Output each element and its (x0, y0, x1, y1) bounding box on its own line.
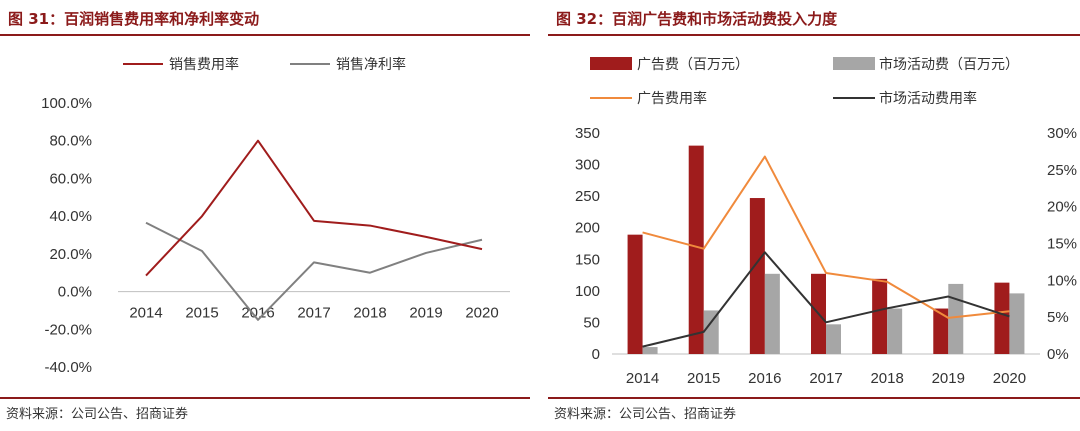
bar-marketing-expense (1009, 293, 1025, 354)
right-title-rule (548, 34, 1080, 36)
right-source-note: 资料来源：公司公告、招商证券 (554, 407, 737, 422)
left-chart-svg: 销售费用率 销售净利率 100.0% 80.0% 60.0% 40.0% 20.0% 0.0%… (41, 56, 510, 376)
legend-ad-ratio-label: 广告费用率 (637, 90, 707, 106)
y-right-tick-label: 15% (1047, 236, 1077, 253)
left-source-note: 资料来源：公司公告、招商证券 (6, 407, 189, 422)
x-tick-label: 2014 (129, 305, 162, 322)
y-left-tick-label: 300 (575, 157, 600, 174)
bar-marketing-expense (764, 273, 780, 354)
y-tick-label: 80.0% (49, 133, 92, 150)
y-right-tick-label: 0% (1047, 346, 1069, 363)
bar-ad-expense (627, 234, 643, 354)
x-tick-label: 2019 (932, 370, 965, 387)
bar-ad-expense (933, 308, 949, 354)
y-left-tick-label: 0 (592, 346, 600, 363)
y-right-tick-label: 30% (1047, 125, 1077, 142)
legend-ad-expense-label: 广告费（百万元） (637, 56, 749, 72)
left-title-rule (0, 34, 530, 36)
x-tick-label: 2017 (809, 370, 842, 387)
y-left-tick-label: 150 (575, 251, 600, 268)
y-tick-label: -40.0% (44, 359, 92, 376)
y-tick-label: 0.0% (58, 284, 92, 301)
y-tick-label: -20.0% (44, 321, 92, 338)
bar-ad-expense (872, 278, 888, 354)
bar-marketing-expense (826, 324, 841, 354)
right-chart-svg: 广告费（百万元） 市场活动费（百万元） 广告费用率 市场活动费用率 350 300 250 2… (575, 56, 1077, 387)
legend-marketing-expense-label: 市场活动费（百万元） (879, 56, 1019, 72)
x-tick-label: 2015 (185, 305, 218, 322)
y-left-tick-label: 350 (575, 125, 600, 142)
bar-marketing-expense (703, 310, 719, 354)
bar-ad-expense (749, 198, 765, 354)
x-tick-label: 2019 (409, 305, 442, 322)
y-tick-label: 20.0% (49, 246, 92, 263)
y-right-tick-label: 10% (1047, 272, 1077, 289)
right-figure: 图 32：百润广告费和市场活动费投入力度 广告费（百万元） 市场活动费（百万元）广… (548, 0, 1080, 431)
y-left-tick-label: 100 (575, 283, 600, 300)
y-left-tick-label: 200 (575, 220, 600, 237)
x-tick-label: 2016 (748, 370, 781, 387)
x-tick-label: 2020 (993, 370, 1026, 387)
y-left-tick-label: 250 (575, 188, 600, 205)
left-figure-title: 图 31：百润销售费用率和净利率变动 (8, 10, 260, 28)
legend-label-selling-expense-ratio: 销售费用率 (169, 56, 239, 72)
right-footer-rule (548, 397, 1080, 399)
y-right-tick-label: 20% (1047, 199, 1077, 216)
y-tick-label: 60.0% (49, 170, 92, 187)
y-right-tick-label: 5% (1047, 309, 1069, 326)
x-tick-label: 2017 (297, 305, 330, 322)
series-line-ad-ratio (642, 155, 1010, 319)
bar-ad-expense (994, 282, 1010, 354)
right-figure-title: 图 32：百润广告费和市场活动费投入力度 (556, 10, 838, 28)
legend-label-net-margin: 销售净利率 (336, 56, 406, 72)
bar-marketing-expense (948, 283, 964, 354)
x-tick-label: 2018 (870, 370, 903, 387)
y-left-tick-label: 50 (583, 314, 600, 331)
y-tick-label: 40.0% (49, 208, 92, 225)
bar-marketing-expense (642, 347, 658, 354)
x-tick-label: 2020 (465, 305, 498, 322)
legend-marketing-ratio-label: 市场活动费用率 (879, 90, 977, 106)
x-tick-label: 2018 (353, 305, 386, 322)
legend-ad-expense-swatch (590, 57, 632, 70)
x-tick-label: 2015 (687, 370, 720, 387)
legend-marketing-expense-swatch (833, 57, 875, 70)
series-line-selling-expense-ratio (145, 139, 483, 277)
left-figure: 图 31：百润销售费用率和净利率变动 销售费用率 销售净利率 100.0% 80.0%… (0, 0, 530, 431)
y-tick-label: 100.0% (41, 95, 92, 112)
x-tick-label: 2014 (626, 370, 659, 387)
y-right-tick-label: 25% (1047, 162, 1077, 179)
bar-marketing-expense (887, 308, 903, 354)
series-line-net-margin (145, 221, 483, 321)
series-line-marketing-ratio (642, 251, 1010, 348)
bar-ad-expense (688, 145, 704, 354)
left-footer-rule (0, 397, 530, 399)
